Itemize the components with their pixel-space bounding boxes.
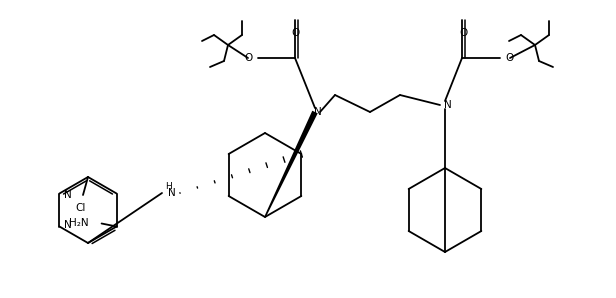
Text: N: N: [168, 188, 176, 198]
Text: N: N: [444, 100, 452, 110]
Text: O: O: [291, 28, 299, 38]
Text: N: N: [65, 221, 72, 230]
Polygon shape: [264, 111, 318, 217]
Text: H: H: [165, 182, 172, 191]
Text: H₂N: H₂N: [69, 218, 89, 229]
Text: N: N: [314, 107, 322, 117]
Text: N: N: [65, 190, 72, 199]
Text: O: O: [459, 28, 467, 38]
Text: O: O: [245, 53, 253, 63]
Text: Cl: Cl: [76, 203, 86, 213]
Text: O: O: [505, 53, 513, 63]
